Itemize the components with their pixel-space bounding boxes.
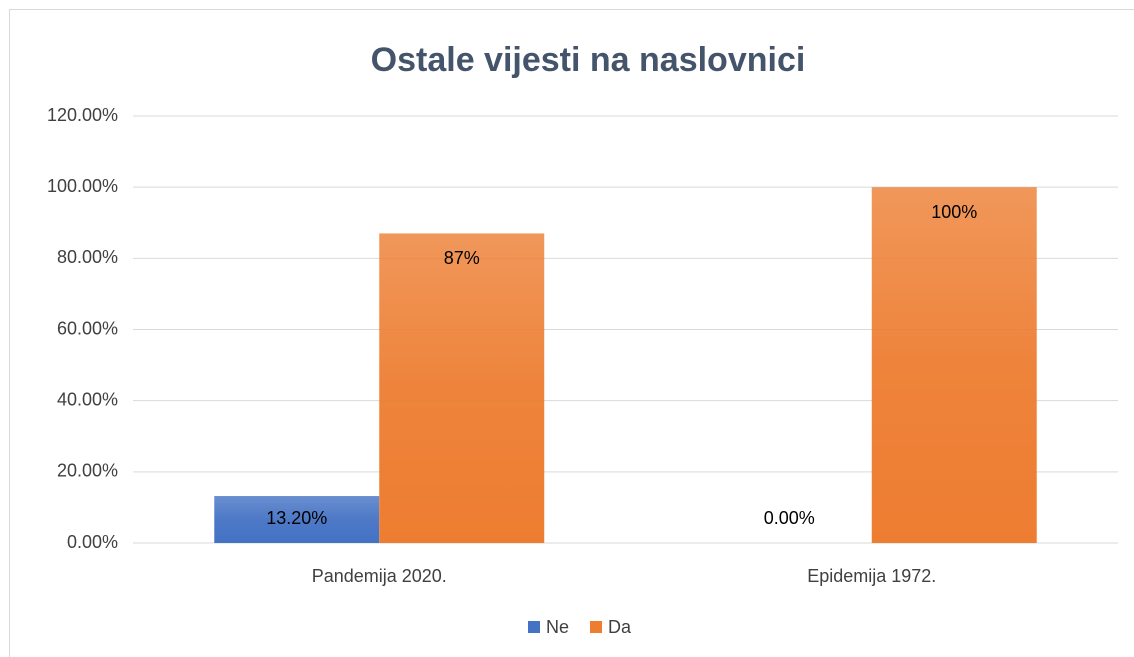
y-tick-label: 60.00% xyxy=(57,318,118,338)
data-label: 0.00% xyxy=(764,508,815,528)
bar xyxy=(379,233,545,544)
chart-frame xyxy=(9,9,1134,657)
data-label: 87% xyxy=(444,248,480,268)
x-tick-label: Epidemija 1972. xyxy=(807,566,936,586)
y-tick-label: 40.00% xyxy=(57,389,118,409)
y-tick-label: 120.00% xyxy=(47,105,118,125)
legend-swatch xyxy=(590,621,603,633)
bar xyxy=(214,496,380,543)
legend-swatch xyxy=(528,621,540,633)
x-tick-label: Pandemija 2020. xyxy=(312,566,447,586)
y-tick-label: 100.00% xyxy=(47,176,118,196)
legend-label: Da xyxy=(608,617,632,637)
y-tick-label: 0.00% xyxy=(67,532,118,552)
y-tick-label: 20.00% xyxy=(57,461,118,481)
chart-title: Ostale vijesti na naslovnici xyxy=(371,41,806,79)
data-label: 13.20% xyxy=(266,508,327,528)
bar xyxy=(871,187,1037,543)
data-label: 100% xyxy=(931,202,977,222)
y-tick-label: 80.00% xyxy=(57,247,118,267)
legend-label: Ne xyxy=(546,617,569,637)
